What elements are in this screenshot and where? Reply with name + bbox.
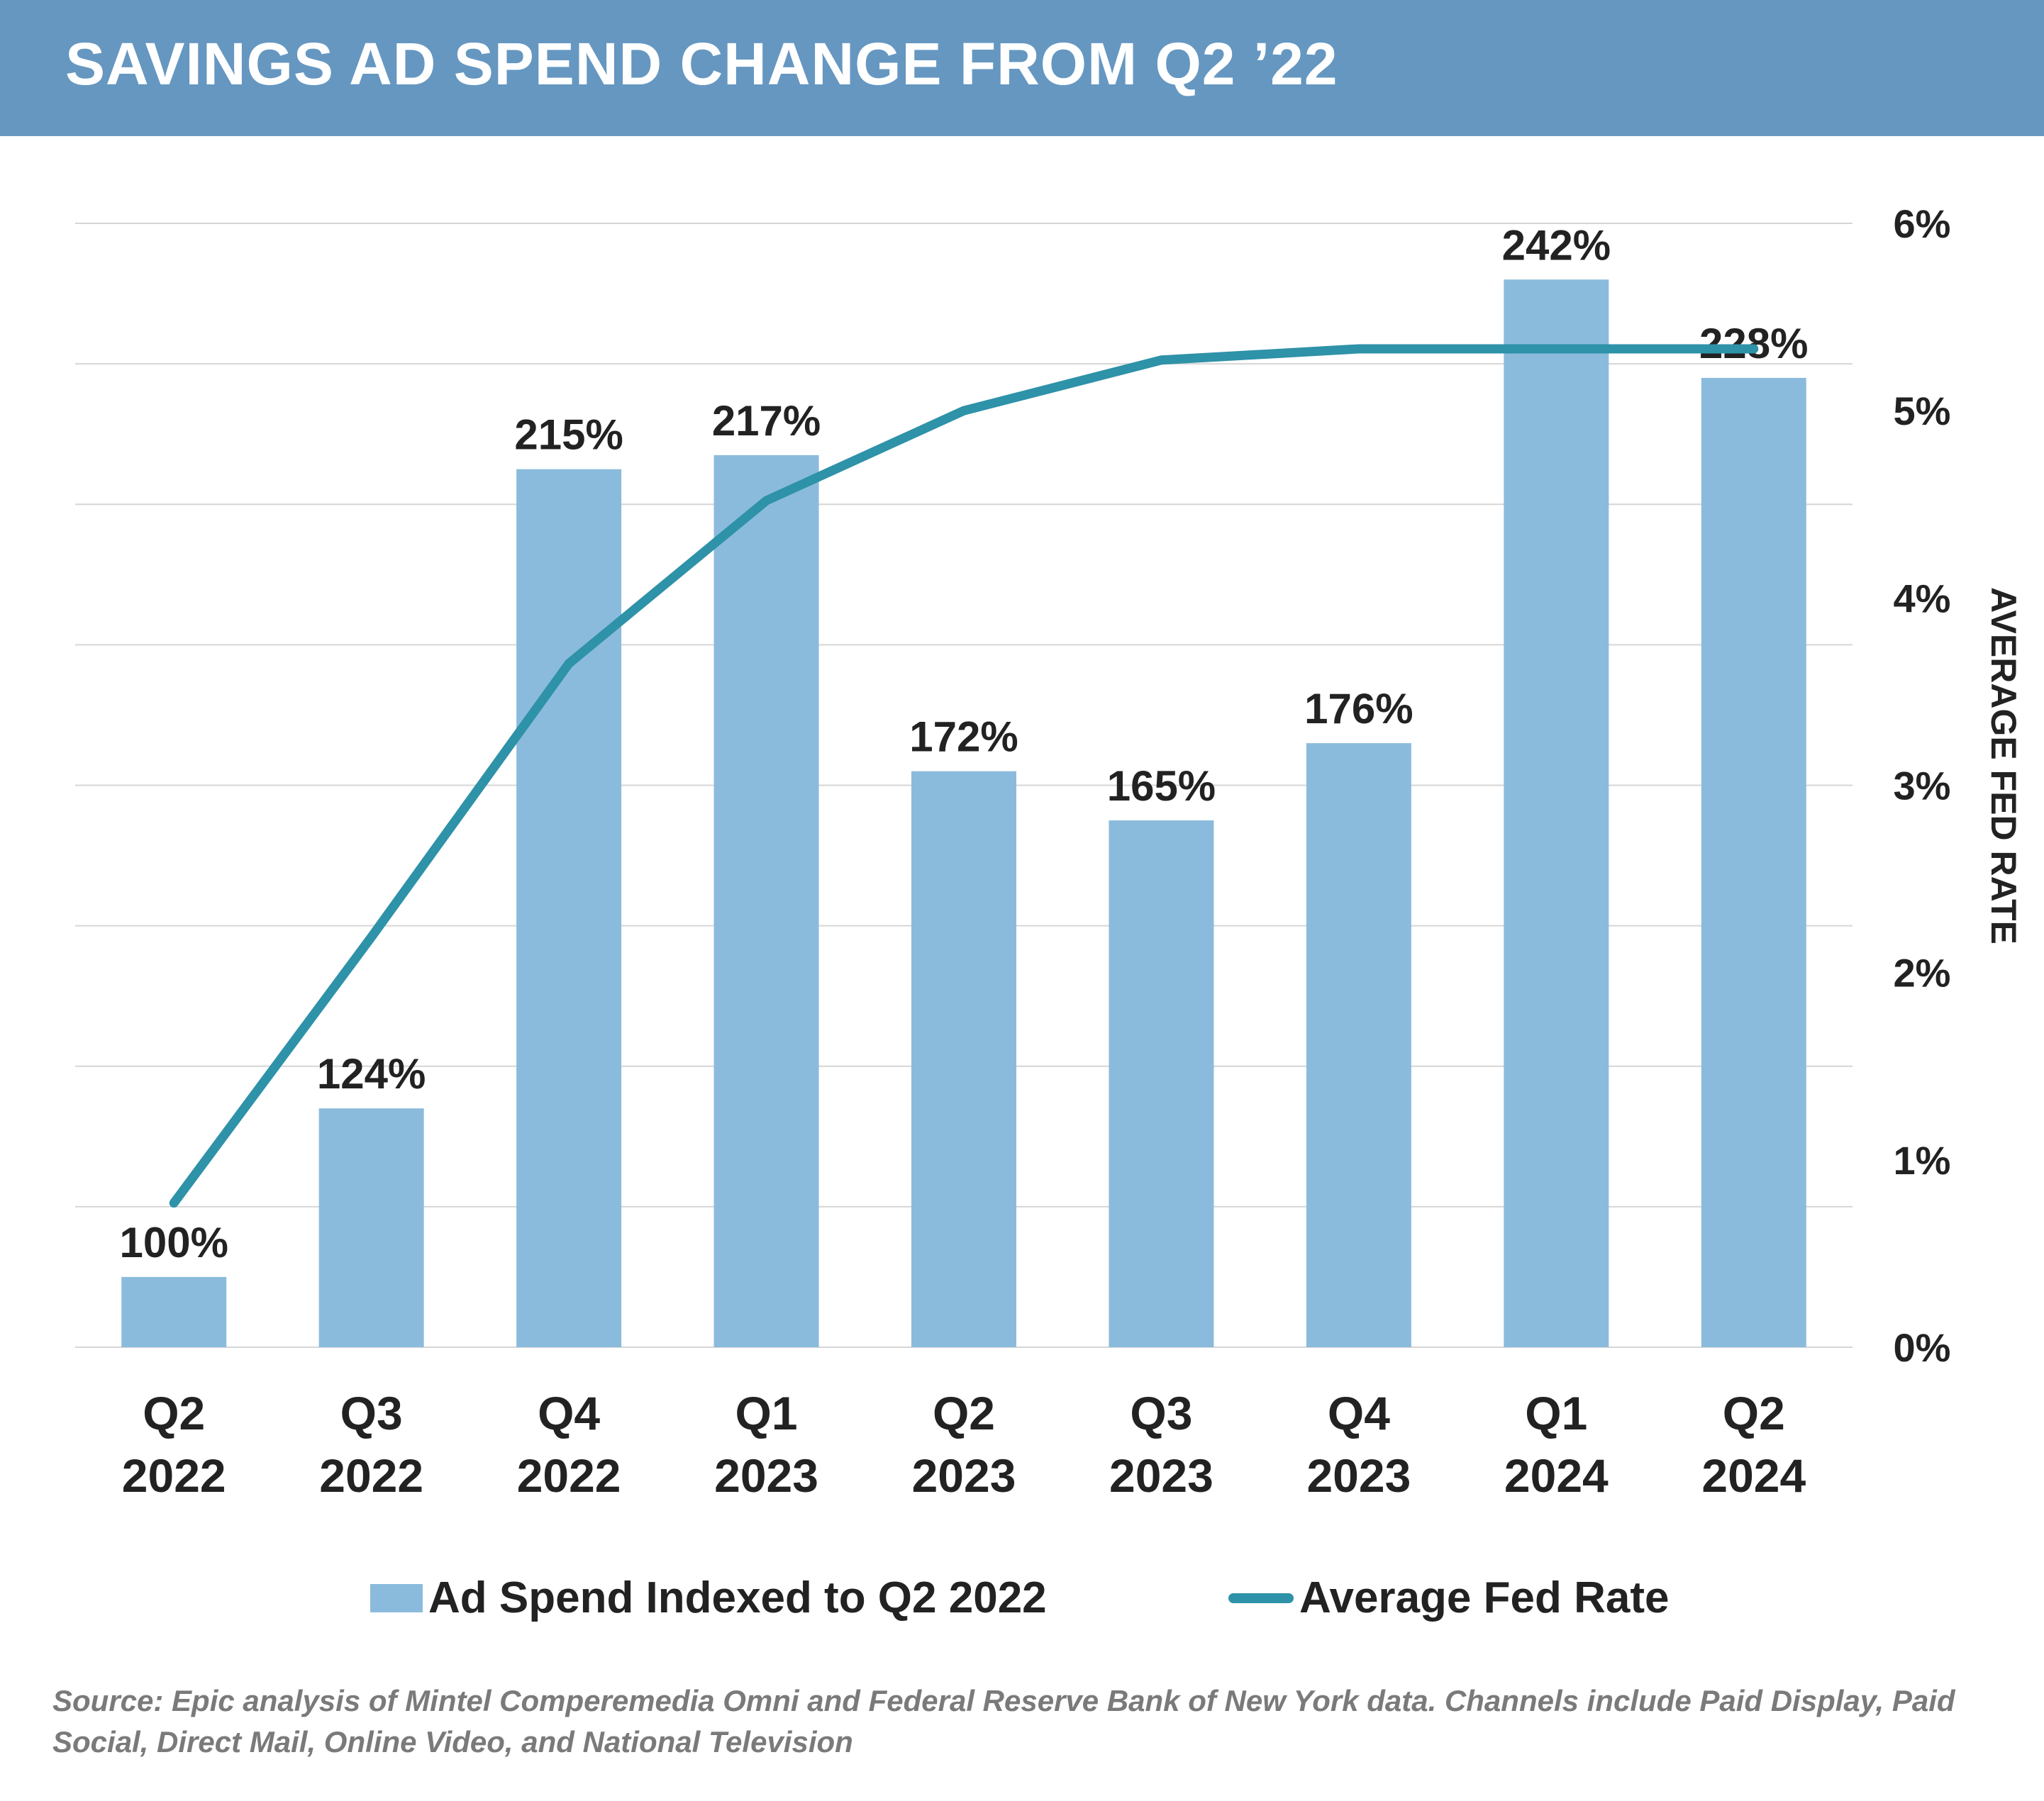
bar-value-label: 124%: [317, 1050, 426, 1098]
title-banner: SAVINGS AD SPEND CHANGE FROM Q2 ’22: [0, 0, 2044, 136]
x-tick-label-quarter: Q1: [1525, 1387, 1587, 1439]
bar: [121, 1276, 227, 1347]
legend-swatch-fed-rate: [1228, 1593, 1294, 1603]
right-axis-tick-label: 2%: [1894, 951, 1951, 996]
legend-swatch-ad-spend: [370, 1583, 423, 1612]
bar: [1504, 279, 1609, 1347]
bar: [516, 469, 622, 1347]
x-tick-label-year: 2024: [1504, 1449, 1609, 1502]
right-axis-tick-label: 3%: [1894, 764, 1951, 808]
bar: [911, 771, 1016, 1347]
x-tick-label-year: 2022: [319, 1449, 423, 1502]
right-axis-tick-label: 1%: [1894, 1138, 1951, 1183]
bar: [1306, 743, 1411, 1347]
bar-value-label: 217%: [712, 397, 821, 445]
x-tick-label-year: 2022: [122, 1449, 226, 1502]
bar: [1109, 820, 1214, 1347]
chart-title: SAVINGS AD SPEND CHANGE FROM Q2 ’22: [65, 30, 1338, 97]
bar: [318, 1108, 424, 1347]
bar: [713, 455, 819, 1347]
x-tick-label-year: 2023: [1109, 1449, 1213, 1502]
bar-value-label: 176%: [1304, 685, 1413, 732]
chart-area: 100% 124% 215% 217% 172% 165% 176% 242% 228% 0% 1%…: [75, 201, 2023, 1502]
legend-label-ad-spend: Ad Spend Indexed to Q2 2022: [428, 1573, 1047, 1622]
right-axis-tick-label: 0%: [1894, 1325, 1951, 1370]
x-tick-label-quarter: Q3: [1130, 1387, 1192, 1439]
right-axis-tick-label: 5%: [1894, 389, 1951, 433]
x-tick-label-year: 2023: [912, 1449, 1016, 1502]
right-axis-tick-label: 6%: [1894, 201, 1951, 246]
x-tick-label-quarter: Q2: [933, 1387, 995, 1439]
bar-value-label: 172%: [909, 713, 1018, 761]
x-tick-label-year: 2023: [714, 1449, 818, 1502]
x-tick-label-year: 2022: [517, 1449, 621, 1502]
x-tick-label-quarter: Q1: [735, 1387, 798, 1439]
x-tick-label-year: 2023: [1306, 1449, 1411, 1502]
x-tick-label-quarter: Q2: [1723, 1387, 1785, 1439]
bar-value-label: 100%: [119, 1219, 228, 1266]
fed-rate-line: [169, 344, 1759, 1208]
x-tick-label-quarter: Q4: [1328, 1387, 1390, 1439]
legend-item-ad-spend: Ad Spend Indexed to Q2 2022: [370, 1573, 1047, 1623]
x-tick-label-quarter: Q2: [143, 1387, 205, 1439]
legend-item-fed-rate: Average Fed Rate: [1228, 1573, 1669, 1623]
x-tick-label-year: 2024: [1701, 1449, 1806, 1502]
source-note: Source: Epic analysis of Mintel Comperem…: [52, 1684, 1955, 1758]
x-tick-label-quarter: Q4: [538, 1387, 600, 1439]
right-axis-title: AVERAGE FED RATE: [1984, 587, 2023, 944]
bar-value-label: 228%: [1699, 320, 1808, 367]
legend-label-fed-rate: Average Fed Rate: [1299, 1573, 1670, 1622]
right-axis-tick-label: 4%: [1894, 576, 1951, 620]
bar-value-label: 165%: [1107, 762, 1216, 810]
bar: [1701, 377, 1806, 1347]
x-tick-label-quarter: Q3: [340, 1387, 403, 1439]
bar-value-label: 215%: [514, 411, 623, 459]
bar-value-label: 242%: [1502, 221, 1611, 269]
